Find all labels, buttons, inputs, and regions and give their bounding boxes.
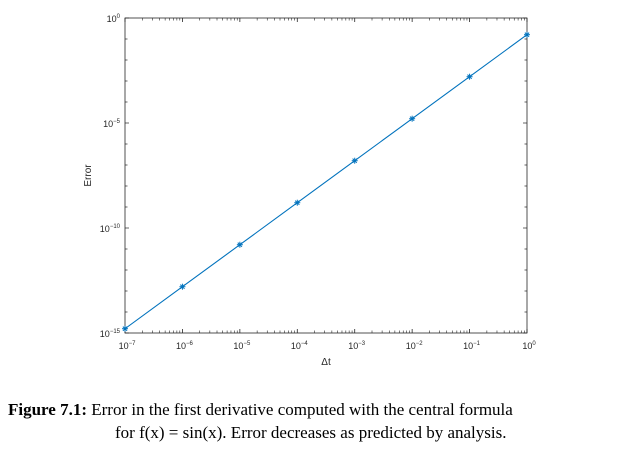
caption-line-2: for f(x) = sin(x). Error decreases as pr… bbox=[115, 423, 507, 442]
y-tick-label: 10−15 bbox=[100, 329, 121, 339]
x-tick-label: 10−4 bbox=[291, 341, 309, 351]
series-line bbox=[124, 34, 528, 330]
plot-frame bbox=[124, 17, 528, 334]
data-point bbox=[351, 157, 358, 164]
chart-figure: 10−7 10−6 10−5 10−4 10−3 10−2 10−1 100 100 10−5 10… bbox=[83, 14, 536, 368]
x-axis-label: Δt bbox=[321, 357, 331, 368]
caption-line-1: Error in the first derivative computed w… bbox=[91, 400, 513, 419]
x-tick-label: 10−7 bbox=[119, 341, 137, 351]
data-point bbox=[524, 31, 530, 38]
x-tick-label: 10−6 bbox=[176, 341, 194, 351]
chart-svg: 10−7 10−6 10−5 10−4 10−3 10−2 10−1 100 100 10−5 10… bbox=[83, 14, 536, 368]
caption-label: Figure 7.1: bbox=[8, 400, 88, 419]
figure-caption: Figure 7.1: Error in the first derivativ… bbox=[8, 398, 638, 444]
y-tick-label: 10−10 bbox=[100, 224, 121, 234]
x-tick-label: 100 bbox=[522, 341, 536, 351]
y-tick-label: 10−5 bbox=[103, 119, 121, 129]
data-point bbox=[409, 115, 416, 122]
data-point bbox=[236, 241, 243, 248]
data-point bbox=[294, 199, 301, 206]
y-tick-label: 100 bbox=[107, 14, 121, 24]
data-point bbox=[179, 283, 186, 290]
data-point bbox=[466, 73, 473, 80]
x-tick-label: 10−2 bbox=[406, 341, 424, 351]
y-axis-label: Error bbox=[83, 164, 94, 187]
x-tick-label: 10−3 bbox=[348, 341, 366, 351]
data-point bbox=[122, 325, 128, 332]
x-tick-label: 10−1 bbox=[463, 341, 481, 351]
x-tick-label: 10−5 bbox=[233, 341, 251, 351]
